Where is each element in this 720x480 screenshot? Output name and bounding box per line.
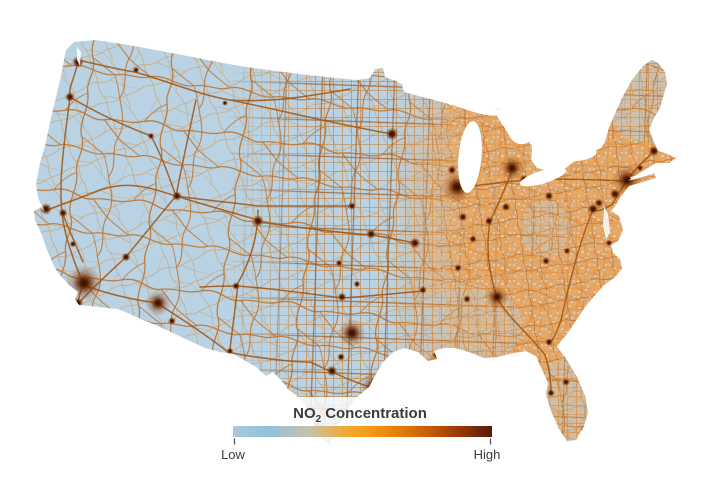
puget-sound — [77, 47, 81, 66]
long-island-sound — [630, 171, 653, 180]
legend: NO2 Concentration Low High — [207, 397, 513, 473]
legend-gradient-bar — [233, 426, 492, 437]
lake-superior — [402, 84, 501, 116]
legend-ticks — [233, 438, 492, 445]
lake-michigan — [458, 121, 482, 193]
chesapeake-bay — [603, 206, 610, 240]
lake-ontario — [565, 148, 597, 162]
lake-huron — [496, 106, 537, 145]
legend-title: NO2 Concentration — [293, 405, 427, 425]
lake-erie — [519, 167, 567, 187]
great-lakes — [77, 47, 653, 240]
legend-low-label: Low — [221, 447, 245, 462]
legend-high-label: High — [474, 447, 501, 462]
